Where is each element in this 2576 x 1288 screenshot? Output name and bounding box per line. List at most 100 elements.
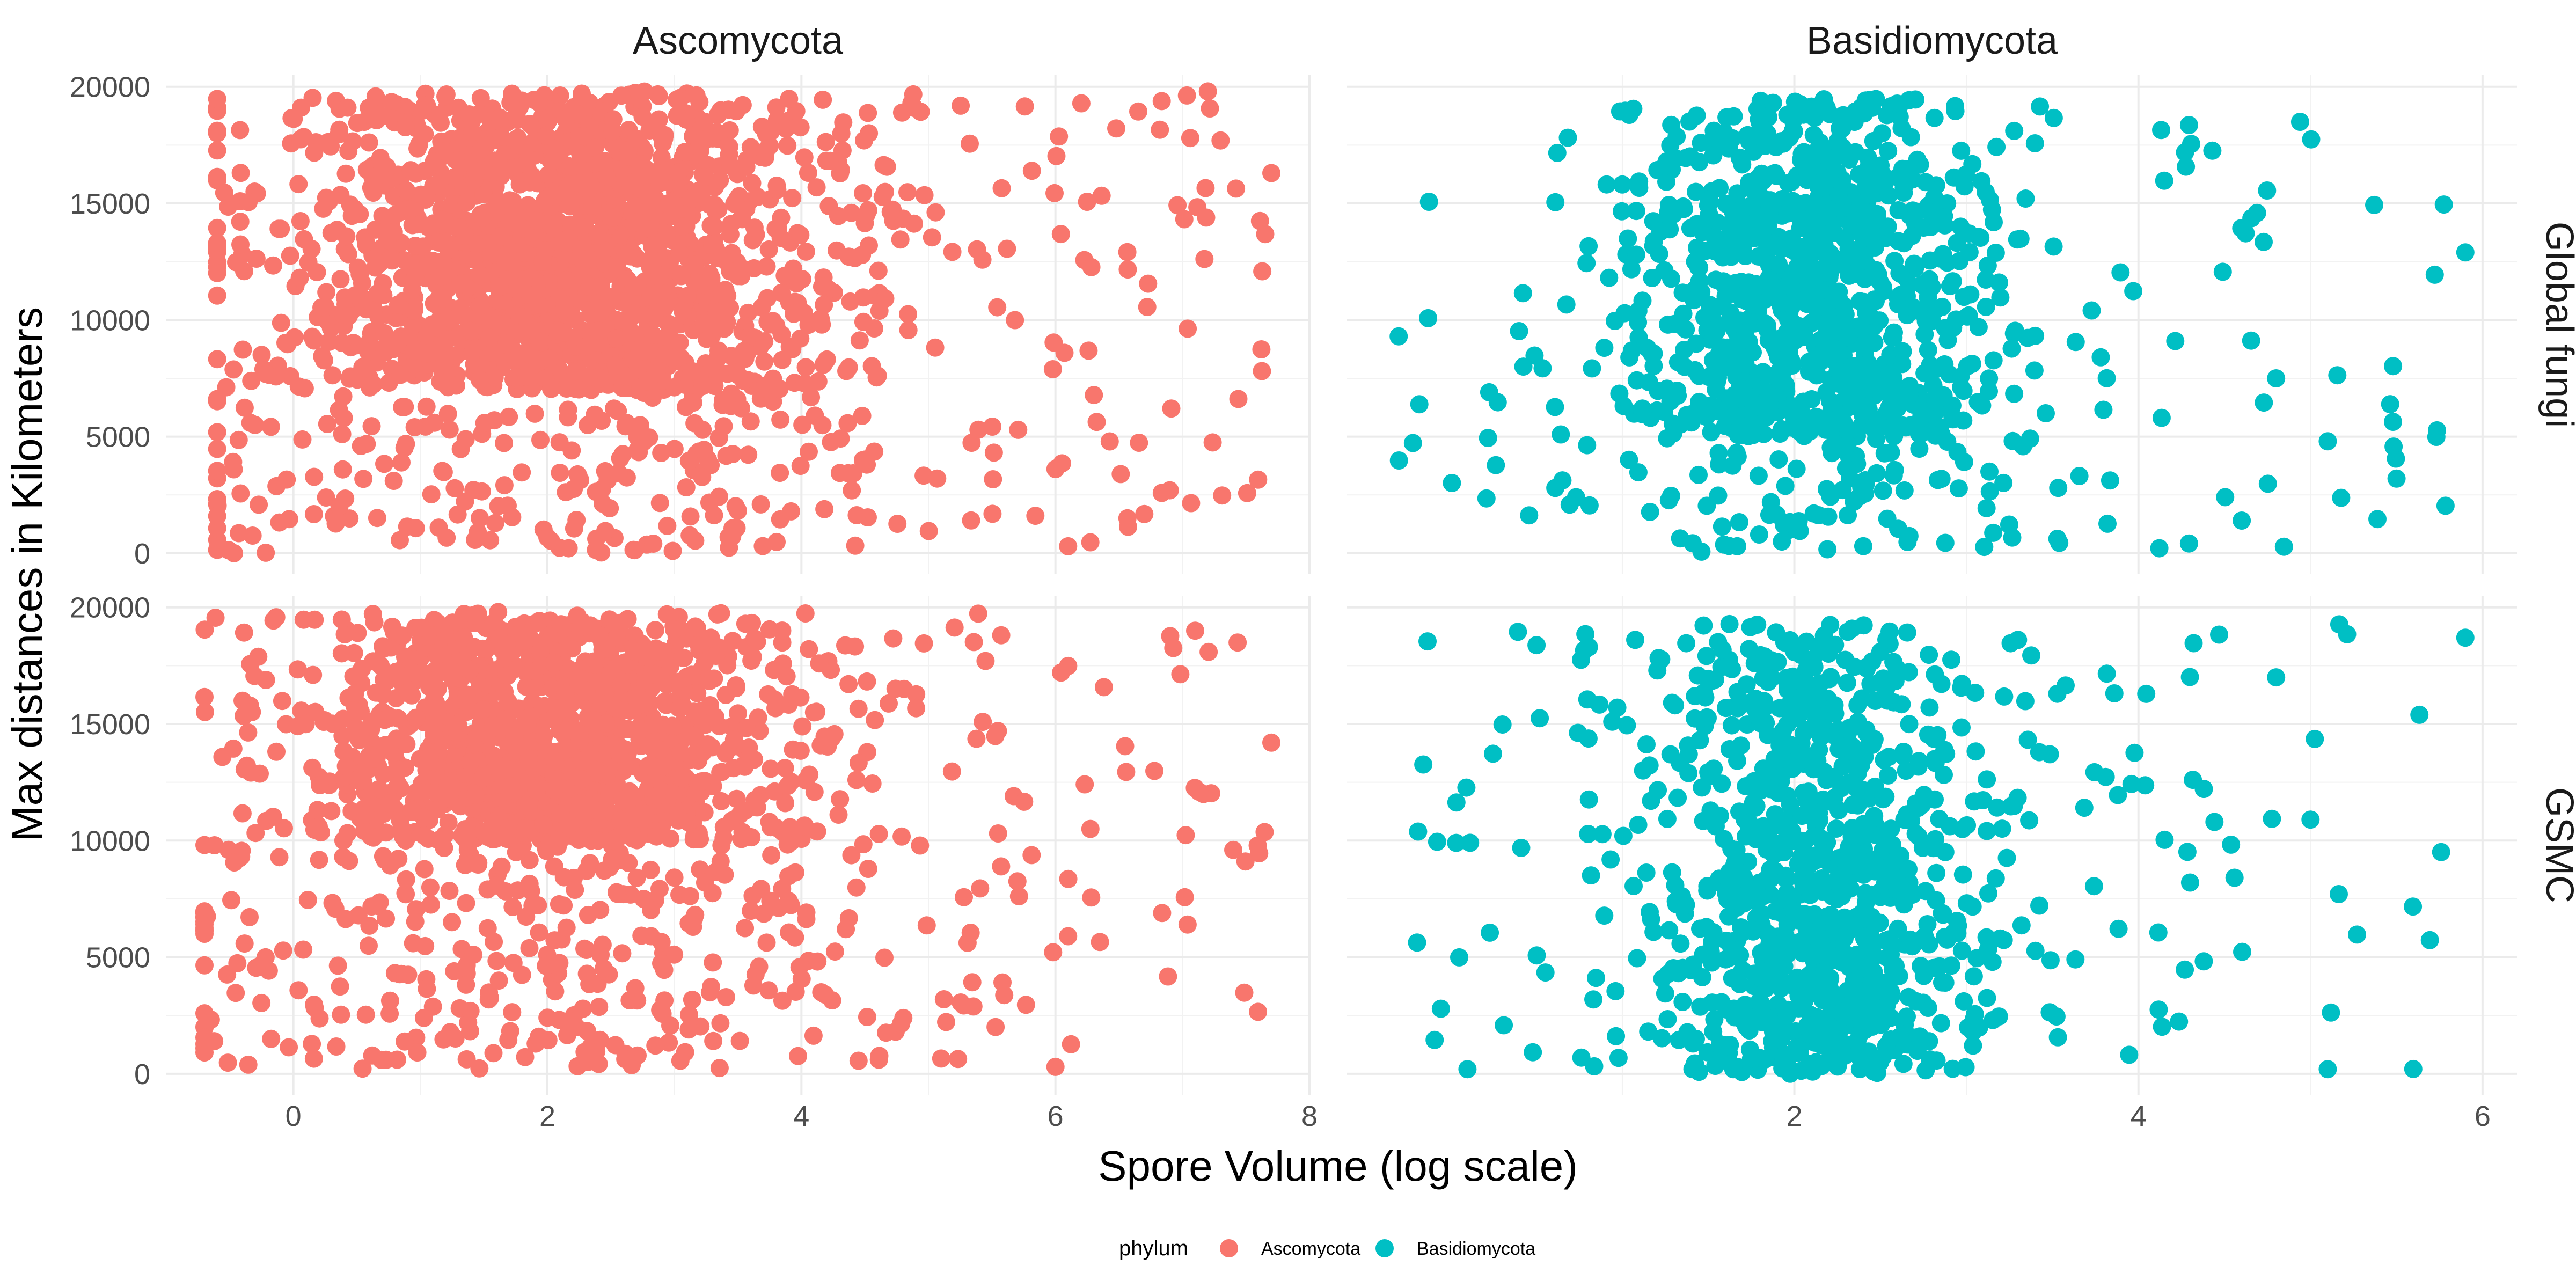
data-point (273, 692, 291, 711)
data-point (1579, 237, 1598, 255)
data-point (542, 379, 560, 398)
data-point (633, 107, 652, 126)
data-point (1935, 216, 1954, 235)
data-point (1151, 120, 1169, 139)
data-point (419, 256, 437, 275)
data-point (267, 608, 286, 627)
data-point (603, 122, 622, 141)
data-point (1255, 823, 1274, 841)
data-point (772, 283, 791, 302)
data-point (434, 463, 453, 481)
data-point (484, 343, 502, 362)
data-point (926, 338, 945, 357)
data-point (690, 93, 709, 112)
data-point (629, 440, 648, 458)
data-point (346, 684, 364, 703)
data-point (1613, 202, 1631, 221)
data-point (646, 1036, 665, 1055)
data-point (460, 105, 479, 123)
data-point (1644, 237, 1663, 255)
data-point (415, 125, 434, 143)
data-point (1710, 179, 1729, 197)
data-point (1932, 425, 1951, 444)
data-point (337, 227, 356, 246)
data-point (963, 973, 982, 992)
data-point (418, 979, 436, 998)
data-point (570, 174, 588, 193)
data-point (489, 153, 508, 172)
data-point (475, 414, 494, 433)
data-point (1730, 513, 1748, 531)
data-point (762, 759, 780, 778)
data-point (810, 654, 829, 673)
data-point (457, 1050, 476, 1069)
data-point (2384, 437, 2403, 456)
data-point (457, 894, 475, 912)
data-point (1135, 504, 1154, 523)
data-point (1707, 298, 1726, 317)
data-point (778, 136, 797, 155)
data-point (1199, 642, 1218, 661)
data-point (1419, 309, 1438, 327)
data-point (1975, 538, 1994, 557)
data-point (854, 312, 873, 331)
data-point (1182, 494, 1201, 513)
data-point (594, 240, 612, 259)
data-point (1816, 264, 1835, 282)
data-point (569, 380, 588, 399)
data-point (955, 888, 973, 906)
data-point (736, 919, 755, 938)
data-point (1818, 207, 1836, 226)
data-point (474, 185, 493, 203)
data-point (1161, 627, 1180, 646)
data-point (2456, 243, 2475, 262)
data-point (658, 516, 677, 535)
data-point (1836, 459, 1855, 478)
data-point (1769, 450, 1788, 469)
data-point (771, 510, 789, 529)
data-point (1050, 127, 1069, 146)
data-point (780, 923, 799, 942)
data-point (607, 329, 626, 348)
data-point (346, 286, 365, 304)
data-point (785, 304, 803, 323)
data-point (989, 824, 1007, 843)
data-point (1739, 280, 1758, 298)
data-point (855, 131, 873, 150)
facet-panel-ascomycota-global-fungi (166, 75, 1311, 574)
data-point (934, 990, 953, 1008)
data-point (737, 157, 756, 176)
data-point (2368, 510, 2387, 529)
data-point (436, 87, 455, 106)
data-point (1864, 261, 1883, 280)
data-point (635, 82, 654, 101)
data-point (1729, 241, 1748, 260)
data-point (813, 416, 832, 435)
data-point (208, 233, 226, 252)
data-point (642, 192, 661, 210)
data-point (1900, 526, 1919, 545)
data-point (246, 415, 265, 434)
data-point (767, 176, 786, 195)
data-point (1792, 291, 1811, 310)
data-point (854, 184, 873, 202)
data-point (1479, 429, 1497, 448)
data-point (1548, 143, 1567, 162)
data-point (692, 185, 711, 203)
data-point (1168, 196, 1187, 215)
data-point (646, 163, 664, 181)
data-point (1990, 273, 2008, 292)
data-point (1016, 996, 1035, 1014)
data-point (816, 985, 835, 1004)
data-point (577, 337, 596, 356)
data-point (1955, 288, 1973, 306)
data-point (1690, 215, 1709, 234)
data-point (1994, 473, 2013, 492)
data-point (425, 725, 443, 744)
data-point (495, 434, 514, 452)
data-point (1812, 227, 1831, 246)
data-point (388, 1050, 406, 1069)
data-point (2179, 534, 2198, 553)
data-point (257, 365, 276, 384)
data-point (708, 605, 727, 624)
